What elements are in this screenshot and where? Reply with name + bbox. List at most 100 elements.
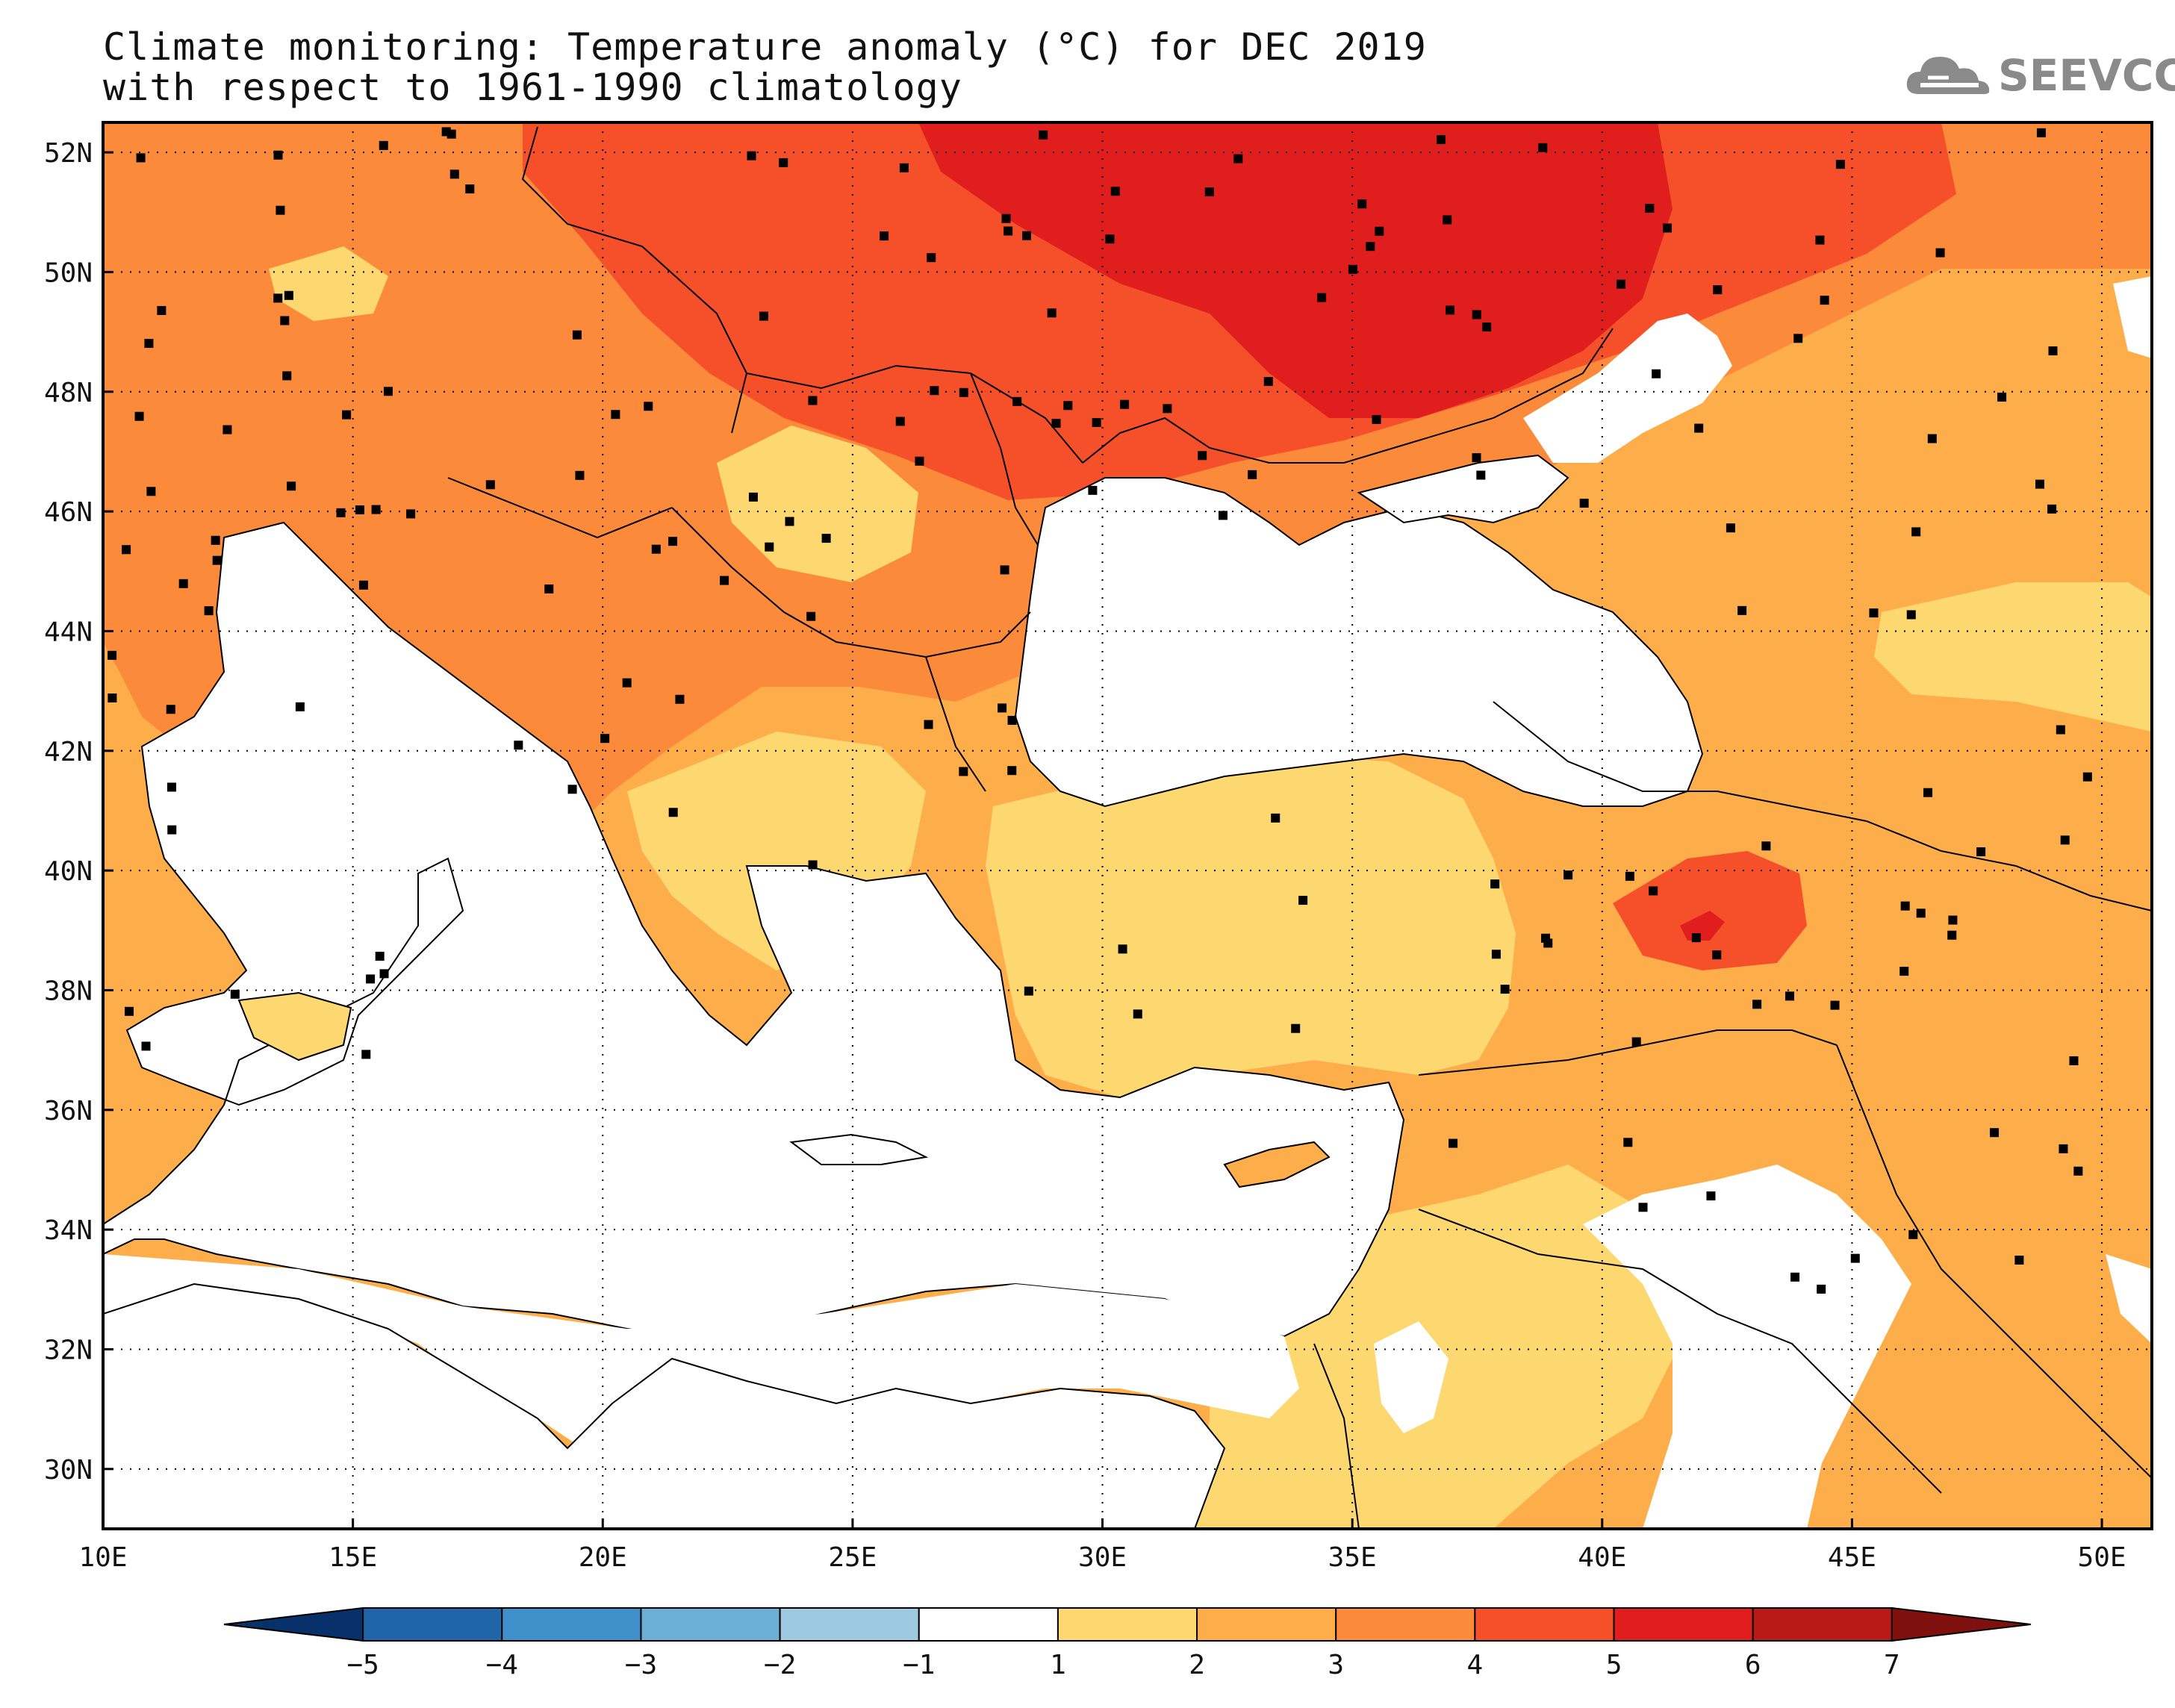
colorbar: −5 −4 −3 −2 −1 1 2 3 4 5 6 7 xyxy=(223,1606,2032,1680)
station-marker xyxy=(1491,950,1501,959)
colorbar-label: 2 xyxy=(1189,1650,1205,1680)
station-marker xyxy=(1263,377,1273,387)
lon-tick-label: 50E xyxy=(2078,1542,2126,1573)
station-marker xyxy=(1375,226,1384,236)
land-africa-white xyxy=(103,1282,1226,1529)
station-marker xyxy=(1793,334,1803,343)
station-marker xyxy=(1663,223,1673,233)
station-marker xyxy=(371,505,381,514)
station-marker xyxy=(144,338,154,348)
colorbar-swatch xyxy=(1335,1607,1476,1642)
station-marker xyxy=(361,1050,371,1059)
station-marker xyxy=(1500,985,1510,994)
station-marker xyxy=(651,544,661,554)
station-marker xyxy=(295,702,305,711)
station-marker xyxy=(1645,204,1655,214)
station-marker xyxy=(899,163,909,172)
station-marker xyxy=(1039,130,1048,140)
station-marker xyxy=(1204,187,1214,197)
station-marker xyxy=(1911,527,1921,537)
station-marker xyxy=(446,129,456,139)
station-marker xyxy=(375,951,385,961)
station-marker xyxy=(1850,1253,1860,1263)
station-marker xyxy=(1947,930,1957,940)
station-marker xyxy=(2082,772,2092,782)
station-marker xyxy=(1118,944,1127,954)
logo-text: SEEVCCC xyxy=(1998,50,2175,101)
station-marker xyxy=(108,693,117,702)
lat-tick-label: 30N xyxy=(44,1455,93,1486)
anomaly-fill-5-6-anatolia xyxy=(1680,911,1725,941)
lat-tick-label: 34N xyxy=(44,1215,93,1246)
colorbar-swatch xyxy=(1474,1607,1615,1642)
station-marker xyxy=(1579,499,1589,508)
cloud-icon xyxy=(1906,57,1990,94)
station-marker xyxy=(1476,470,1486,480)
station-marker xyxy=(273,293,283,303)
station-marker xyxy=(2035,479,2044,489)
station-marker xyxy=(1472,453,1481,463)
station-marker xyxy=(1617,279,1626,289)
station-marker xyxy=(1899,967,1909,976)
lat-tick-label: 32N xyxy=(44,1335,93,1365)
station-marker xyxy=(1088,485,1098,495)
station-marker xyxy=(211,535,220,545)
station-marker xyxy=(1990,1128,2000,1138)
station-marker xyxy=(1218,511,1227,520)
colorbar-label: −4 xyxy=(486,1650,518,1680)
station-marker xyxy=(178,579,188,588)
colorbar-swatch xyxy=(1196,1607,1337,1642)
station-marker xyxy=(611,410,620,420)
map-subtitle: with respect to 1961-1990 climatology xyxy=(103,66,962,109)
lon-tick-label: 15E xyxy=(329,1542,377,1573)
station-marker xyxy=(1012,396,1022,406)
station-marker xyxy=(1001,214,1011,223)
station-marker xyxy=(575,470,585,480)
colorbar-swatch xyxy=(640,1607,781,1642)
station-marker xyxy=(765,542,774,552)
colorbar-label: −3 xyxy=(625,1650,657,1680)
station-marker xyxy=(1291,1023,1301,1033)
station-marker xyxy=(1133,1009,1142,1019)
lon-tick-label: 40E xyxy=(1578,1542,1626,1573)
station-marker xyxy=(1163,404,1172,414)
station-marker xyxy=(1563,870,1573,880)
station-marker xyxy=(1007,766,1017,776)
station-marker xyxy=(276,205,285,215)
station-marker xyxy=(806,611,816,621)
colorbar-swatch xyxy=(918,1607,1059,1642)
station-marker xyxy=(927,253,936,263)
station-markers xyxy=(108,127,2092,1294)
station-marker xyxy=(1366,242,1375,252)
station-marker xyxy=(514,741,523,750)
sea-black-sea xyxy=(1014,477,1704,808)
lon-tick-label: 30E xyxy=(1078,1542,1127,1573)
white-region-mesopotamia xyxy=(2106,1254,2152,1344)
sicily xyxy=(237,991,352,1062)
station-marker xyxy=(1472,310,1481,320)
station-marker xyxy=(1785,991,1794,1001)
colorbar-min-triangle xyxy=(223,1606,364,1642)
station-marker xyxy=(668,808,678,817)
station-marker xyxy=(379,969,389,979)
colorbar-swatch xyxy=(1752,1607,1893,1642)
station-marker xyxy=(2014,1256,2024,1265)
lon-tick-label: 25E xyxy=(828,1542,877,1573)
lat-tick-labels: 52N 50N 48N 46N 44N 42N 40N 38N 36N 34N 32N 30N xyxy=(44,138,113,1486)
colorbar-max-triangle xyxy=(1891,1606,2032,1642)
station-marker xyxy=(1024,986,1033,996)
lat-tick-label: 50N xyxy=(44,258,93,288)
colorbar-label: 1 xyxy=(1050,1650,1066,1680)
sea-lower xyxy=(103,1254,1299,1448)
station-marker xyxy=(465,184,475,194)
station-marker xyxy=(644,402,653,411)
station-marker xyxy=(1092,417,1101,427)
station-marker xyxy=(785,517,794,526)
station-marker xyxy=(1233,154,1243,163)
lon-tick-label: 20E xyxy=(579,1542,627,1573)
station-marker xyxy=(572,330,582,340)
station-marker xyxy=(567,785,577,794)
lon-tick-label: 35E xyxy=(1328,1542,1377,1573)
station-marker xyxy=(223,425,232,434)
lat-tick-label: 42N xyxy=(44,737,93,767)
